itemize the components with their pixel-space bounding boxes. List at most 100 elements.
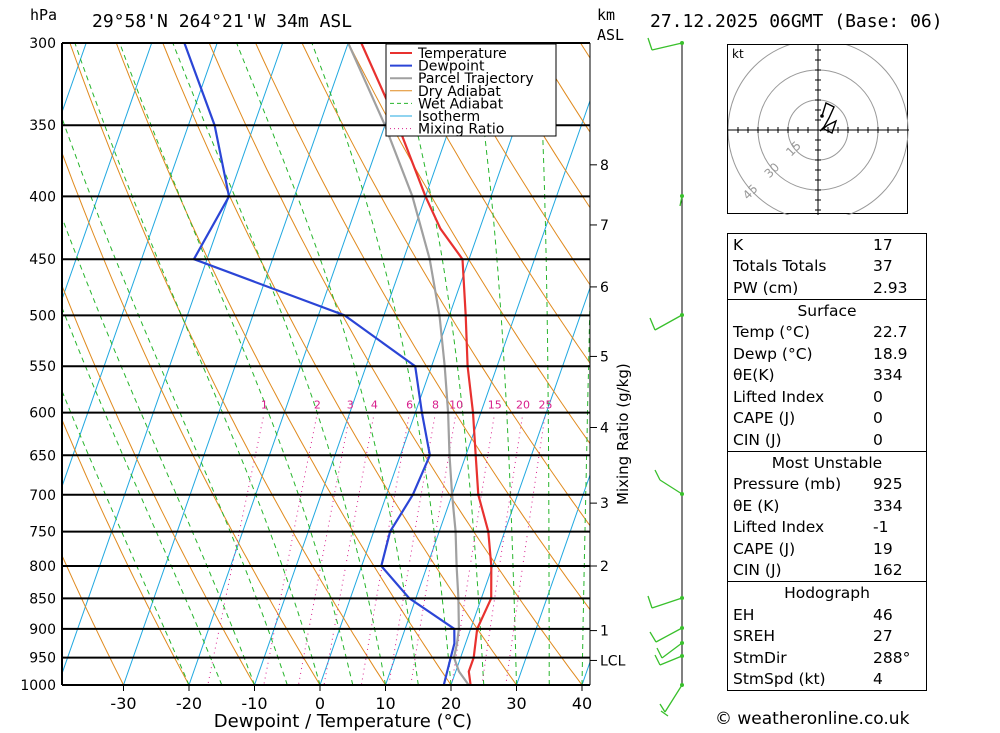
wind-barb-dot xyxy=(680,596,684,600)
pressure-tick-label: 800 xyxy=(29,559,56,575)
table-row-key: StmDir xyxy=(733,648,787,667)
wet-adiabat-line xyxy=(393,43,485,685)
height-tick-label: 2 xyxy=(600,559,609,575)
pressure-tick-label: 650 xyxy=(29,448,56,464)
legend-entry: Dry Adiabat xyxy=(418,84,501,100)
table-row-key: Lifted Index xyxy=(733,387,825,406)
hodograph-unit-label: kt xyxy=(732,47,744,61)
height-tick-label: LCL xyxy=(600,653,626,669)
dry-adiabat-line xyxy=(62,151,321,685)
table-row: Lifted Index 0 xyxy=(728,386,926,408)
table-row-value: 17 xyxy=(873,235,893,254)
wet-adiabat-line xyxy=(236,43,419,685)
hodograph-ring-label: 45 xyxy=(740,182,761,203)
table-row-key: Lifted Index xyxy=(733,518,825,537)
legend-box xyxy=(385,43,557,137)
table-row-key: CAPE (J) xyxy=(733,539,796,558)
mixing-ratio-line xyxy=(323,412,375,685)
isotherm-line xyxy=(450,286,590,685)
table-row-value: 0 xyxy=(873,409,883,428)
table-row: Totals Totals 37 xyxy=(728,256,926,278)
wet-adiabat-line xyxy=(581,276,590,685)
pressure-tick-label: 600 xyxy=(29,406,56,422)
wind-barb xyxy=(654,469,683,495)
table-row-key: CAPE (J) xyxy=(733,409,796,428)
isotherm-line xyxy=(62,43,218,488)
isotherm-line xyxy=(0,43,21,685)
dry-adiabat-line xyxy=(301,43,590,527)
wind-barb-dot xyxy=(680,626,684,630)
wind-barb xyxy=(654,654,683,666)
isotherm-line xyxy=(254,43,480,685)
mixing-ratio-label: 6 xyxy=(406,399,413,412)
table-row: SREH 27 xyxy=(728,626,926,648)
table-row-value: 0 xyxy=(873,430,883,449)
height-tick-label: 5 xyxy=(600,349,609,365)
dry-adiabat-line xyxy=(69,43,386,685)
dry-adiabat-line xyxy=(627,43,720,685)
table-row-key: K xyxy=(733,235,744,254)
table-row-key: θE (K) xyxy=(733,496,780,515)
wind-barb xyxy=(647,595,683,609)
table-row-value: 334 xyxy=(873,366,903,385)
table-row-value: 46 xyxy=(873,605,893,624)
table-row: Lifted Index -1 xyxy=(728,517,926,539)
legend-entry: Isotherm xyxy=(418,109,480,125)
table-row-value: 27 xyxy=(873,627,893,646)
x-tick-label: -10 xyxy=(241,694,267,713)
table-row-value: -1 xyxy=(873,518,889,537)
table-title: Hodograph xyxy=(784,584,870,602)
dry-adiabat-line xyxy=(394,43,590,365)
surface-table: Surface Temp (°C) 22.7 Dewp (°C) 18.9 θE(K) 33… xyxy=(727,298,927,451)
pressure-tick-label: 850 xyxy=(29,591,56,607)
wind-barb xyxy=(649,314,683,331)
mixing-ratio-label: 4 xyxy=(371,399,378,412)
table-row-key: PW (cm) xyxy=(733,278,799,297)
hodograph-ring-label: 15 xyxy=(783,138,804,159)
wet-adiabat-line xyxy=(74,43,321,685)
table-row-key: CIN (J) xyxy=(733,561,782,580)
profile-temperature xyxy=(360,43,493,685)
legend-entry: Parcel Trajectory xyxy=(418,71,534,87)
table-row-value: 334 xyxy=(873,496,903,515)
table-row-value: 22.7 xyxy=(873,323,908,342)
table-row: CAPE (J) 19 xyxy=(728,538,926,560)
table-row: CIN (J) 162 xyxy=(728,560,926,582)
table-row-value: 162 xyxy=(873,561,903,580)
pressure-tick-label: 500 xyxy=(29,308,56,324)
height-tick-label: 1 xyxy=(600,624,609,640)
location-title: 29°58'N 264°21'W 34m ASL xyxy=(92,11,353,32)
table-title: Most Unstable xyxy=(771,453,883,472)
pressure-tick-label: 950 xyxy=(29,651,56,667)
wet-adiabat-line xyxy=(119,43,354,685)
table-row: StmDir 288° xyxy=(728,647,926,669)
wind-barb xyxy=(656,642,683,659)
pressure-tick-label: 1000 xyxy=(20,678,56,694)
dry-adiabat-line xyxy=(440,43,590,286)
table-row: Dewp (°C) 18.9 xyxy=(728,343,926,365)
legend-entry: Wet Adiabat xyxy=(418,96,504,112)
dry-adiabat-line xyxy=(673,43,720,685)
table-row: StmSpd (kt) 4 xyxy=(728,669,926,691)
table-row: Pressure (mb) 925 xyxy=(728,474,926,496)
indices-table: K 17 Totals Totals 37 PW (cm) 2.93 xyxy=(727,233,927,299)
wet-adiabat-line xyxy=(471,43,517,685)
isotherm-line xyxy=(62,43,284,676)
isotherm-line xyxy=(123,43,349,685)
mixing-ratio-axis-label: Mixing Ratio (g/kg) xyxy=(614,363,632,505)
height-tick-label: 3 xyxy=(600,496,609,512)
table-row-key: Dewp (°C) xyxy=(733,344,813,363)
wind-barb-dot xyxy=(680,313,684,317)
mixing-ratio-label: 8 xyxy=(432,399,439,412)
x-tick-label: 10 xyxy=(375,694,395,713)
wind-barb-dot xyxy=(680,41,684,45)
isotherm-line xyxy=(62,43,153,301)
mixing-ratio-line xyxy=(298,412,351,685)
dry-adiabat-line xyxy=(62,554,124,685)
isotherm-line xyxy=(188,43,415,685)
dry-adiabat-line xyxy=(347,43,590,445)
stability-tables: K 17 Totals Totals 37 PW (cm) 2.93 Surface Tem… xyxy=(727,233,927,691)
mixing-ratio-label: 3 xyxy=(347,399,354,412)
x-tick-label: 30 xyxy=(506,694,526,713)
